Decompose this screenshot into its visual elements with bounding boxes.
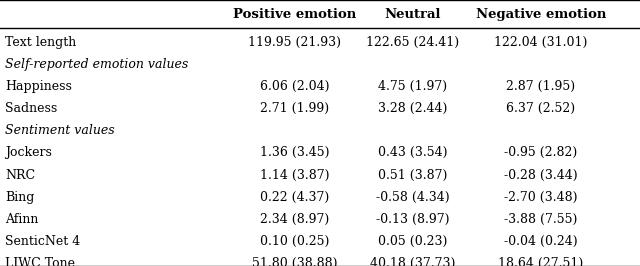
Text: 6.37 (2.52): 6.37 (2.52) <box>506 102 575 115</box>
Text: LIWC Tone: LIWC Tone <box>5 257 75 266</box>
Text: 0.05 (0.23): 0.05 (0.23) <box>378 235 447 248</box>
Text: NRC: NRC <box>5 169 35 181</box>
Text: 1.14 (3.87): 1.14 (3.87) <box>260 169 329 181</box>
Text: -0.04 (0.24): -0.04 (0.24) <box>504 235 578 248</box>
Text: 122.65 (24.41): 122.65 (24.41) <box>366 36 460 49</box>
Text: 51.80 (38.88): 51.80 (38.88) <box>252 257 337 266</box>
Text: 0.22 (4.37): 0.22 (4.37) <box>260 191 329 203</box>
Text: -0.28 (3.44): -0.28 (3.44) <box>504 169 578 181</box>
Text: -2.70 (3.48): -2.70 (3.48) <box>504 191 577 203</box>
Text: 2.34 (8.97): 2.34 (8.97) <box>260 213 329 226</box>
Text: Afinn: Afinn <box>5 213 38 226</box>
Text: 6.06 (2.04): 6.06 (2.04) <box>260 80 329 93</box>
Text: 18.64 (27.51): 18.64 (27.51) <box>498 257 584 266</box>
Text: Happiness: Happiness <box>5 80 72 93</box>
Text: 119.95 (21.93): 119.95 (21.93) <box>248 36 341 49</box>
Text: Bing: Bing <box>5 191 35 203</box>
Text: 2.87 (1.95): 2.87 (1.95) <box>506 80 575 93</box>
Text: 2.71 (1.99): 2.71 (1.99) <box>260 102 329 115</box>
Text: 40.18 (37.73): 40.18 (37.73) <box>370 257 456 266</box>
Text: 4.75 (1.97): 4.75 (1.97) <box>378 80 447 93</box>
Text: 0.51 (3.87): 0.51 (3.87) <box>378 169 447 181</box>
Text: -0.58 (4.34): -0.58 (4.34) <box>376 191 450 203</box>
Text: Sadness: Sadness <box>5 102 58 115</box>
Text: Negative emotion: Negative emotion <box>476 8 606 21</box>
Text: Self-reported emotion values: Self-reported emotion values <box>5 58 188 71</box>
Text: -0.13 (8.97): -0.13 (8.97) <box>376 213 449 226</box>
Text: 0.10 (0.25): 0.10 (0.25) <box>260 235 329 248</box>
Text: 3.28 (2.44): 3.28 (2.44) <box>378 102 447 115</box>
Text: -0.95 (2.82): -0.95 (2.82) <box>504 147 577 159</box>
Text: -3.88 (7.55): -3.88 (7.55) <box>504 213 577 226</box>
Text: Positive emotion: Positive emotion <box>233 8 356 21</box>
Text: Text length: Text length <box>5 36 76 49</box>
Text: 122.04 (31.01): 122.04 (31.01) <box>494 36 588 49</box>
Text: 0.43 (3.54): 0.43 (3.54) <box>378 147 447 159</box>
Text: Jockers: Jockers <box>5 147 52 159</box>
Text: Neutral: Neutral <box>385 8 441 21</box>
Text: Sentiment values: Sentiment values <box>5 124 115 137</box>
Text: 1.36 (3.45): 1.36 (3.45) <box>260 147 329 159</box>
Text: SenticNet 4: SenticNet 4 <box>5 235 81 248</box>
